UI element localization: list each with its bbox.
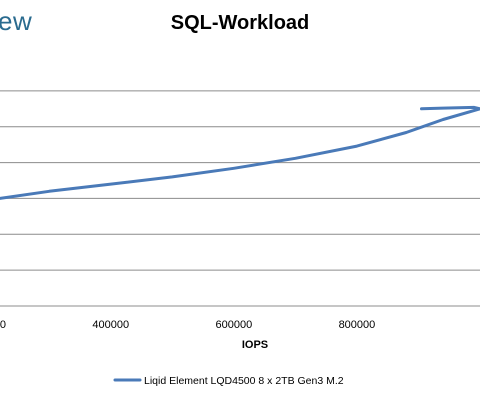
x-axis-label: IOPS [242,339,268,351]
x-tick-label: 600000 [215,319,252,331]
watermark-logo: ew [0,6,33,36]
chart-title: SQL-Workload [170,12,310,34]
x-tick-label: 800000 [339,319,376,331]
x-tick-label: 400000 [92,319,129,331]
legend-label: Liqid Element LQD4500 8 x 2TB Gen3 M.2 [144,375,344,387]
series-line-0 [0,105,480,200]
x-tick-label: 200000 [0,319,6,331]
